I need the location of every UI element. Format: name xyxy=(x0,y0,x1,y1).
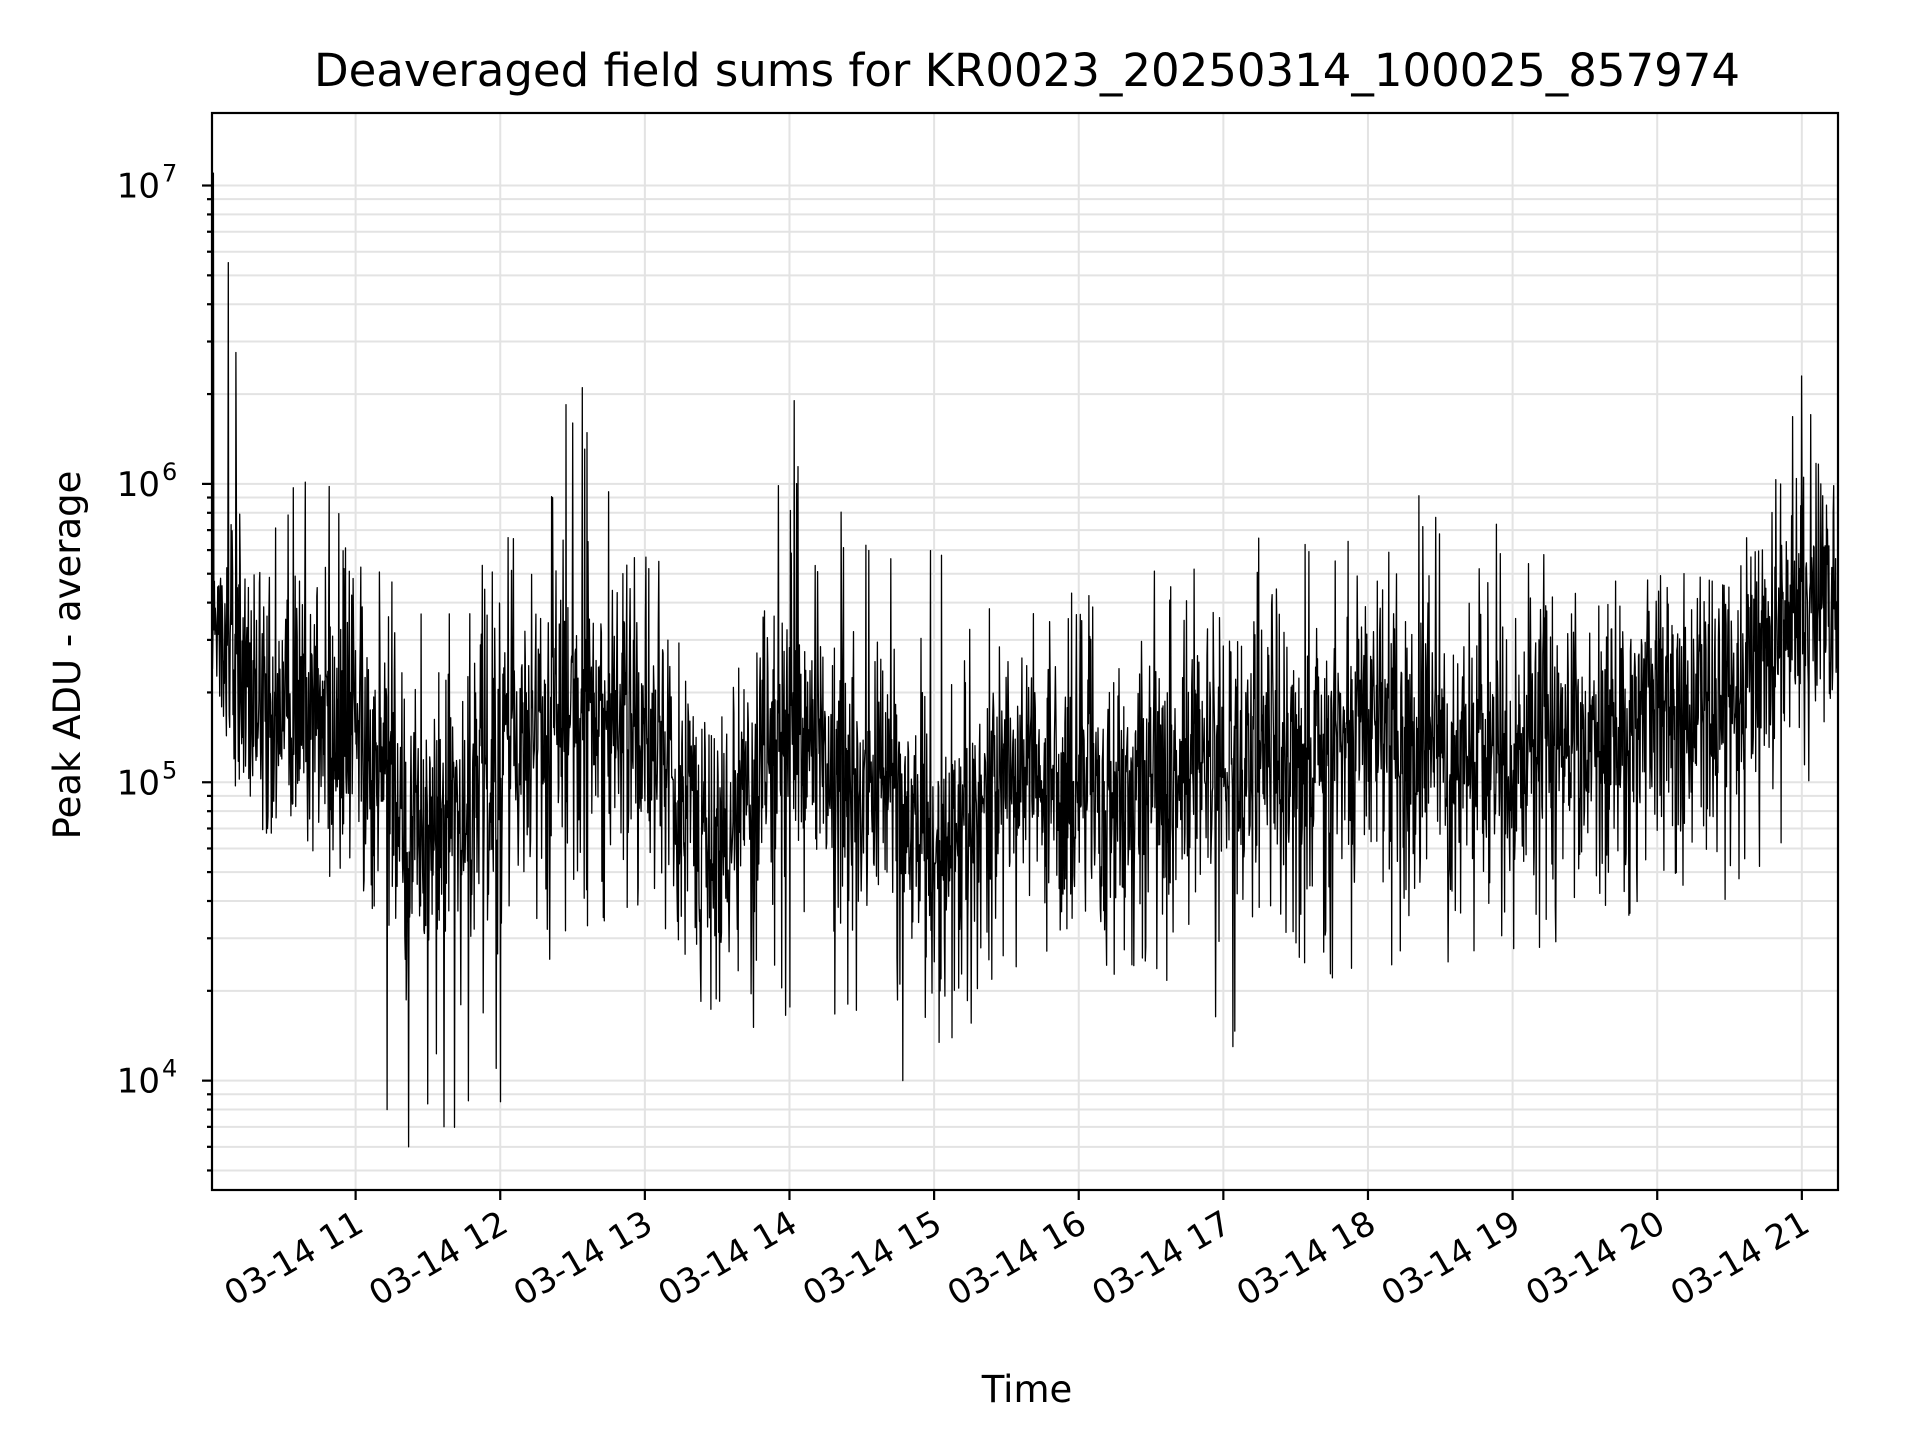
x-tick-label: 03-14 16 xyxy=(941,1203,1093,1314)
x-tick-label: 03-14 18 xyxy=(1230,1203,1382,1314)
ticks-layer xyxy=(202,184,1803,1200)
y-tick-label-exponent: 6 xyxy=(162,458,177,486)
x-axis-label: Time xyxy=(981,1368,1073,1411)
x-tick-label: 03-14 11 xyxy=(218,1203,370,1314)
plot-frame xyxy=(210,111,1840,1192)
y-tick-label: 10 xyxy=(117,465,160,505)
x-tick-label: 03-14 20 xyxy=(1519,1203,1671,1314)
y-tick-label: 10 xyxy=(117,763,160,803)
chart-title: Deaveraged field sums for KR0023_2025031… xyxy=(314,44,1740,97)
x-tick-label: 03-14 15 xyxy=(796,1203,948,1314)
series-line xyxy=(211,172,1839,1148)
y-tick-label-exponent: 4 xyxy=(162,1055,177,1083)
y-tick-label-exponent: 7 xyxy=(162,160,177,188)
series-layer xyxy=(211,172,1839,1148)
x-tick-label: 03-14 12 xyxy=(362,1203,514,1314)
x-tick-label: 03-14 13 xyxy=(507,1203,659,1314)
y-axis-label: Peak ADU - average xyxy=(46,471,89,840)
y-tick-label: 10 xyxy=(117,1062,160,1102)
x-tick-label: 03-14 21 xyxy=(1664,1203,1816,1314)
y-tick-label-exponent: 5 xyxy=(162,756,177,784)
x-tick-label: 03-14 19 xyxy=(1375,1203,1527,1314)
grid-layer xyxy=(212,113,1838,1190)
y-tick-label: 10 xyxy=(117,167,160,207)
x-tick-label: 03-14 14 xyxy=(652,1203,804,1314)
x-tick-label: 03-14 17 xyxy=(1085,1203,1237,1314)
